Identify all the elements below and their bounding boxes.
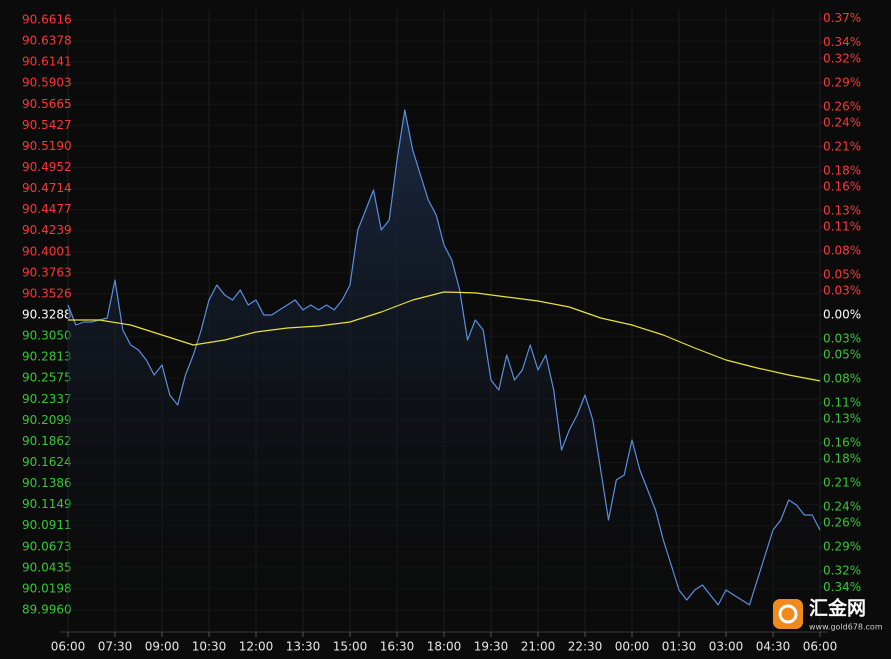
x-tick-label: 09:00: [145, 640, 180, 654]
area: [68, 110, 820, 610]
x-tick-label: 16:30: [380, 640, 415, 654]
x-tick-label: 18:00: [427, 640, 462, 654]
logo-name: 汇金网: [809, 597, 866, 620]
y-tick-label: 90.6141: [22, 55, 72, 69]
y-tick-label: 90.1386: [22, 476, 72, 490]
y2-tick-label: 0.11%: [823, 219, 861, 233]
y2-tick-label: 0.24%: [823, 500, 861, 514]
x-tick-label: 19:30: [474, 640, 509, 654]
y-tick-label: 90.2813: [22, 350, 72, 364]
y-tick-label: 90.4001: [22, 244, 72, 258]
y2-tick-label: 0.05%: [823, 267, 861, 281]
y2-tick-label: 0.03%: [823, 283, 861, 297]
y-tick-label: 90.4714: [22, 181, 72, 195]
y2-tick-label: 0.18%: [823, 452, 861, 466]
y2-tick-label: 0.16%: [823, 436, 861, 450]
y-tick-label: 90.2337: [22, 392, 72, 406]
x-tick-label: 06:00: [803, 640, 838, 654]
y-tick-label: 90.4952: [22, 160, 72, 174]
y-tick-label: 90.4239: [22, 223, 72, 237]
y2-tick-label: 0.11%: [823, 396, 861, 410]
x-tick-label: 21:00: [521, 640, 556, 654]
logo-url: www.gold678.com: [809, 623, 883, 632]
y2-tick-label: 0.00%: [823, 308, 861, 322]
y-tick-label: 90.5190: [22, 139, 72, 153]
x-tick-label: 06:00: [51, 640, 86, 654]
y-tick-label: 90.1624: [22, 455, 72, 469]
y-tick-label: 90.5427: [22, 118, 72, 132]
x-tick-label: 13:30: [286, 640, 321, 654]
line: [67, 109, 821, 606]
y-tick-label: 90.0673: [22, 539, 72, 553]
y2-tick-label: 0.08%: [823, 243, 861, 257]
x-tick-label: 15:00: [333, 640, 368, 654]
y-tick-label: 90.0435: [22, 560, 72, 574]
x-tick-label: 01:30: [662, 640, 697, 654]
x-tick-label: 12:00: [239, 640, 274, 654]
y2-tick-label: 0.21%: [823, 476, 861, 490]
y2-tick-label: 0.29%: [823, 540, 861, 554]
y2-tick-label: 0.34%: [823, 580, 861, 594]
y-tick-label: 90.3526: [22, 286, 72, 300]
x-tick-label: 10:30: [192, 640, 227, 654]
y2-tick-label: 0.34%: [823, 35, 861, 49]
y-tick-label: 90.3763: [22, 265, 72, 279]
y-tick-label: 90.2099: [22, 413, 72, 427]
y2-tick-label: 0.37%: [823, 11, 861, 25]
y2-tick-label: 0.05%: [823, 348, 861, 362]
y-tick-label: 90.5665: [22, 97, 72, 111]
y-tick-label: 90.0911: [22, 518, 72, 532]
y2-tick-label: 0.32%: [823, 51, 861, 65]
y-tick-label: 90.3288: [22, 308, 72, 322]
y2-tick-label: 0.16%: [823, 179, 861, 193]
y2-tick-label: 0.29%: [823, 75, 861, 89]
y-tick-label: 90.3050: [22, 329, 72, 343]
y-tick-label: 90.6616: [22, 13, 72, 27]
y2-tick-label: 0.03%: [823, 332, 861, 346]
x-tick-label: 04:30: [756, 640, 791, 654]
y-tick-label: 90.0198: [22, 581, 72, 595]
y2-tick-label: 0.21%: [823, 139, 861, 153]
y2-tick-label: 0.08%: [823, 372, 861, 386]
y-tick-label: 90.1149: [22, 497, 72, 511]
x-tick-label: 22:30: [568, 640, 603, 654]
y2-tick-label: 0.13%: [823, 412, 861, 426]
y-tick-label: 89.9960: [22, 603, 72, 617]
y2-tick-label: 0.13%: [823, 203, 861, 217]
y2-tick-label: 0.26%: [823, 99, 861, 113]
logo-icon: [773, 599, 803, 629]
x-tick-label: 00:00: [615, 640, 650, 654]
y-tick-label: 90.5903: [22, 76, 72, 90]
y-tick-label: 90.6378: [22, 34, 72, 48]
x-tick-label: 07:30: [98, 640, 133, 654]
y2-tick-label: 0.24%: [823, 115, 861, 129]
y-tick-label: 90.2575: [22, 371, 72, 385]
y2-tick-label: 0.32%: [823, 564, 861, 578]
y-tick-label: 90.1862: [22, 434, 72, 448]
line: [68, 291, 821, 382]
y2-tick-label: 0.26%: [823, 516, 861, 530]
watermark: 汇金网 www.gold678.com: [773, 597, 883, 632]
x-tick-label: 03:00: [709, 640, 744, 654]
y-tick-label: 90.4477: [22, 202, 72, 216]
y2-tick-label: 0.18%: [823, 163, 861, 177]
logo-ring: [778, 604, 798, 624]
